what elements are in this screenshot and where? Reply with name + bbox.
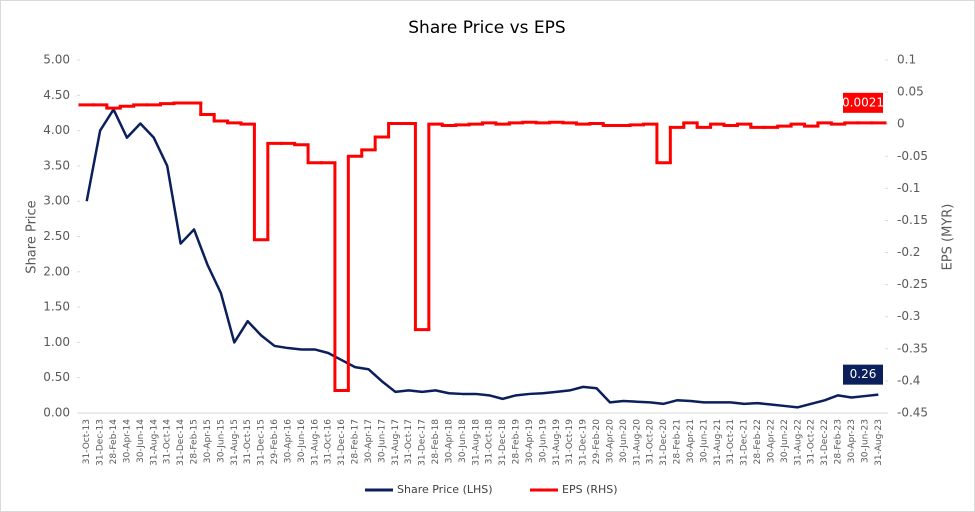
x-tick-label: 31-Aug-16 <box>310 419 320 466</box>
x-tick-label: 28-Feb-18 <box>431 419 441 465</box>
x-tick-label: 30-Jun-21 <box>699 419 709 463</box>
x-tick-label: 30-Jun-18 <box>458 419 468 463</box>
y-tick-label: 4.00 <box>43 123 70 137</box>
x-tick-label: 29-Feb-16 <box>270 419 280 465</box>
x-tick-label: 31-Aug-15 <box>230 419 240 466</box>
x-tick-label: 28-Feb-23 <box>834 419 844 464</box>
y-tick-label: 2.50 <box>43 229 70 243</box>
price-line <box>85 108 879 409</box>
x-tick-label: 28-Feb-19 <box>512 419 522 465</box>
x-tick-label: 30-Apr-17 <box>364 419 374 463</box>
x-tick-label: 30-Apr-19 <box>525 419 535 463</box>
x-tick-label: 31-Dec-16 <box>337 419 347 466</box>
x-tick-label: 31-Aug-18 <box>471 419 481 466</box>
x-tick-label: 31-Aug-17 <box>391 419 401 466</box>
legend-label: EPS (RHS) <box>562 483 618 496</box>
x-tick-label: 28-Feb-17 <box>351 419 361 464</box>
x-tick-label: 30-Apr-14 <box>122 419 132 463</box>
last-value-label: 0.26 <box>850 367 877 381</box>
x-tick-label: 30-Apr-15 <box>203 419 213 463</box>
x-tick-label: 31-Oct-19 <box>565 419 575 464</box>
y2-tick-label: -0.05 <box>897 149 928 163</box>
x-tick-label: 31-Dec-22 <box>820 419 830 466</box>
y-tick-label: 0.00 <box>43 406 70 420</box>
x-tick-label: 31-Oct-18 <box>485 419 495 464</box>
y2-tick-label: 0.05 <box>897 85 924 99</box>
x-tick-label: 30-Apr-20 <box>605 419 615 463</box>
x-tick-label: 31-Oct-21 <box>726 419 736 464</box>
x-tick-label: 31-Aug-20 <box>632 419 642 466</box>
last-value-box <box>843 364 883 385</box>
x-tick-label: 28-Feb-21 <box>673 419 683 464</box>
x-tick-label: 31-Oct-13 <box>82 419 92 464</box>
y2-tick-label: -0.1 <box>897 181 920 195</box>
x-tick-label: 31-Oct-15 <box>243 419 253 464</box>
y2-axis-label: EPS (MYR) <box>941 204 956 271</box>
x-tick-label: 31-Aug-22 <box>793 419 803 466</box>
x-tick-label: 30-Apr-16 <box>283 419 293 463</box>
y-tick-label: 1.00 <box>43 335 70 349</box>
x-tick-label: 31-Oct-17 <box>404 419 414 464</box>
x-tick-label: 30-Apr-21 <box>686 419 696 463</box>
x-tick-label: 31-Dec-20 <box>659 419 669 466</box>
y-tick-label: 3.50 <box>43 158 70 172</box>
last-value-label: 0.0021 <box>842 95 884 109</box>
x-tick-label: 31-Dec-21 <box>740 419 750 466</box>
y2-tick-label: -0.25 <box>897 277 928 291</box>
x-tick-label: 31-Dec-14 <box>176 419 186 466</box>
y-axis-label: Share Price <box>25 200 40 273</box>
x-tick-label: 31-Aug-19 <box>552 419 562 466</box>
x-tick-label: 30-Apr-23 <box>847 419 857 463</box>
x-tick-label: 30-Jun-20 <box>619 419 629 463</box>
legend-label: Share Price (LHS) <box>397 483 493 496</box>
y2-tick-label: 0.1 <box>897 53 916 67</box>
y2-tick-label: -0.3 <box>897 309 920 323</box>
x-tick-label: 31-Oct-16 <box>324 419 334 464</box>
y2-tick-label: -0.45 <box>897 406 928 420</box>
x-tick-label: 28-Feb-14 <box>109 419 119 465</box>
x-tick-label: 29-Feb-20 <box>592 419 602 465</box>
x-tick-label: 28-Feb-15 <box>190 419 200 464</box>
y-tick-label: 1.50 <box>43 300 70 314</box>
x-tick-label: 28-Feb-22 <box>753 419 763 464</box>
x-tick-label: 31-Aug-23 <box>874 419 884 466</box>
last-value-box <box>843 92 883 113</box>
y-tick-label: 3.00 <box>43 194 70 208</box>
x-tick-label: 30-Jun-17 <box>377 419 387 463</box>
x-tick-label: 30-Jun-23 <box>860 419 870 463</box>
x-tick-label: 31-Aug-21 <box>713 419 723 466</box>
x-tick-label: 31-Oct-22 <box>807 419 817 464</box>
x-tick-label: 31-Dec-17 <box>418 419 428 466</box>
x-tick-label: 31-Oct-20 <box>646 419 656 464</box>
x-tick-label: 31-Dec-13 <box>96 419 106 466</box>
y2-tick-label: 0 <box>897 117 905 131</box>
x-tick-label: 30-Apr-18 <box>444 419 454 463</box>
x-tick-label: 30-Jun-14 <box>136 419 146 463</box>
y2-tick-label: -0.15 <box>897 213 928 227</box>
y-tick-label: 4.50 <box>43 88 70 102</box>
x-tick-label: 30-Jun-19 <box>538 419 548 463</box>
x-tick-label: 30-Apr-22 <box>766 419 776 463</box>
x-tick-label: 31-Oct-14 <box>163 419 173 464</box>
x-tick-label: 30-Jun-16 <box>297 419 307 463</box>
x-tick-label: 30-Jun-15 <box>216 419 226 463</box>
x-tick-label: 31-Aug-14 <box>149 419 159 466</box>
y2-tick-label: -0.4 <box>897 373 920 387</box>
chart-title: Share Price vs EPS <box>408 18 565 38</box>
x-tick-label: 30-Jun-22 <box>780 419 790 463</box>
y2-tick-label: -0.35 <box>897 341 928 355</box>
y-tick-label: 0.50 <box>43 370 70 384</box>
y2-tick-label: -0.2 <box>897 245 920 259</box>
x-tick-label: 31-Dec-15 <box>257 419 267 466</box>
x-tick-label: 31-Dec-18 <box>498 419 508 466</box>
y-tick-label: 2.00 <box>43 264 70 278</box>
x-tick-label: 31-Dec-19 <box>579 419 589 466</box>
y-tick-label: 5.00 <box>43 53 70 67</box>
